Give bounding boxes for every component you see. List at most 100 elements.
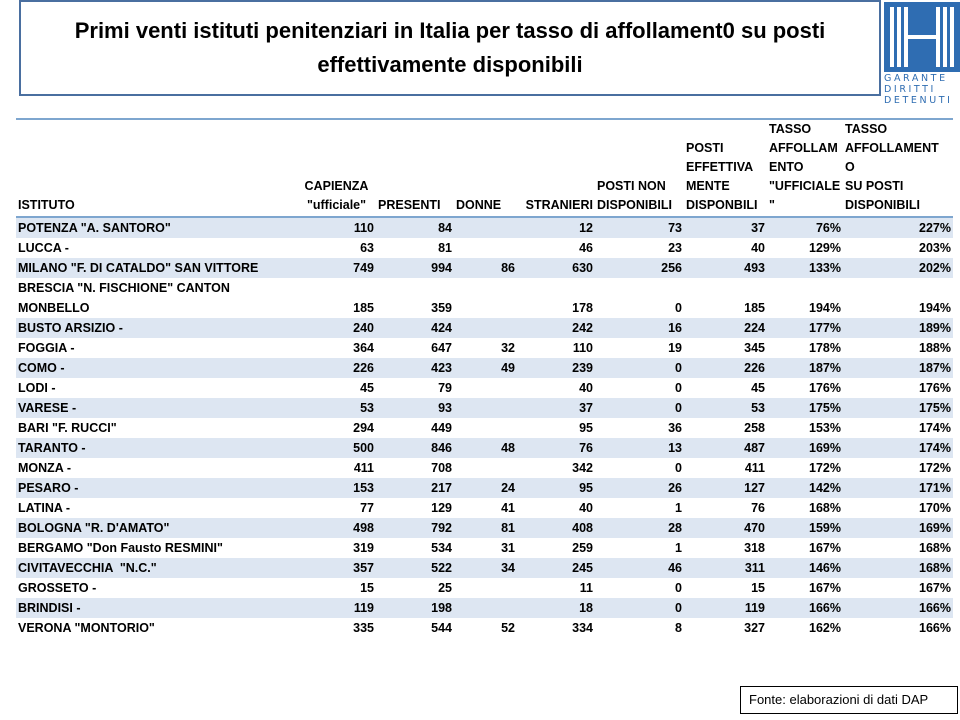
table-cell: 171% bbox=[843, 478, 953, 498]
table-cell: 146% bbox=[767, 558, 843, 578]
table-cell: 245 bbox=[517, 558, 595, 578]
table-cell: 240 bbox=[297, 318, 376, 338]
table-row: COMO -226 423 49 239 0 226 187% 187% bbox=[16, 358, 953, 378]
table-cell: 81 bbox=[454, 518, 517, 538]
table-cell: 159% bbox=[767, 518, 843, 538]
table-cell: 41 bbox=[501, 501, 515, 515]
table-cell: 37 bbox=[517, 398, 595, 418]
cell-istituto: TARANTO - bbox=[16, 438, 297, 458]
logo-line: DETENUTI bbox=[884, 95, 953, 106]
table-cell: 487 bbox=[684, 438, 767, 458]
table-cell: 172% bbox=[809, 461, 841, 475]
table-cell: 258 bbox=[744, 421, 765, 435]
table-row: BRESCIA "N. FISCHIONE" CANTON MONBELLO 18… bbox=[16, 278, 953, 318]
table-cell: 93 bbox=[376, 398, 454, 418]
table-cell: 46 bbox=[579, 241, 593, 255]
table-cell: 647 bbox=[431, 341, 452, 355]
header-posti-disponibili: POSTI EFFETTIVA MENTE DISPONBILI bbox=[684, 120, 767, 218]
table-cell: 129% bbox=[809, 241, 841, 255]
table-cell: 172% bbox=[919, 461, 951, 475]
table-cell: 46 bbox=[595, 558, 684, 578]
table-cell: 76 bbox=[517, 438, 595, 458]
table-cell: 189% bbox=[843, 318, 953, 338]
table-cell: 185 bbox=[353, 301, 374, 315]
table-cell: 153% bbox=[809, 421, 841, 435]
table-cell: 226 bbox=[297, 358, 376, 378]
table-row: VARESE -53 93 37 0 53 175% 175% bbox=[16, 398, 953, 418]
table-cell: 174% bbox=[919, 421, 951, 435]
table-cell: 76 bbox=[751, 501, 765, 515]
table-cell bbox=[454, 398, 517, 418]
table-cell: 48 bbox=[454, 438, 517, 458]
table-cell bbox=[454, 418, 517, 438]
cell-istituto: BERGAMO "Don Fausto RESMINI" bbox=[18, 541, 223, 555]
header-donne: DONNE bbox=[454, 120, 517, 218]
table-cell bbox=[454, 278, 517, 318]
table-cell: 708 bbox=[431, 461, 452, 475]
table-cell: 177% bbox=[767, 318, 843, 338]
table-cell: 169% bbox=[843, 518, 953, 538]
cell-istituto: BARI "F. RUCCI" bbox=[18, 421, 117, 435]
table-cell: 259 bbox=[572, 541, 593, 555]
table-row: BARI "F. RUCCI" 294 449 95 36 258 153% 174% bbox=[16, 418, 953, 438]
table-cell: 45 bbox=[751, 381, 765, 395]
table-cell bbox=[454, 378, 517, 398]
header-stranieri: STRANIERI bbox=[517, 120, 595, 218]
table-cell: 167% bbox=[919, 581, 951, 595]
table-cell: 37 bbox=[684, 217, 767, 238]
table-cell: 188% bbox=[919, 341, 951, 355]
table-cell: 167% bbox=[809, 541, 841, 555]
table-cell: 178 bbox=[572, 301, 593, 315]
table-cell: 498 bbox=[297, 518, 376, 538]
table-cell: 63 bbox=[360, 241, 374, 255]
table-cell: 534 bbox=[431, 541, 452, 555]
cell-istituto: VERONA "MONTORIO" bbox=[18, 621, 155, 635]
table-cell: 194% bbox=[919, 301, 951, 315]
table-cell: 493 bbox=[684, 258, 767, 278]
table-cell: 110 bbox=[572, 341, 593, 355]
table-cell: 127 bbox=[684, 478, 767, 498]
data-table: ISTITUTO CAPIENZA "ufficiale" PRESENTI D… bbox=[16, 120, 953, 638]
table-cell: 544 bbox=[431, 621, 452, 635]
table-cell: 749 bbox=[297, 258, 376, 278]
table-cell: 175% bbox=[843, 398, 953, 418]
table-cell: 522 bbox=[376, 558, 454, 578]
table-cell bbox=[454, 578, 517, 598]
table-row: TARANTO -500 846 48 76 13 487 169% 174% bbox=[16, 438, 953, 458]
cell-istituto: POTENZA "A. SANTORO" bbox=[16, 217, 297, 238]
table-cell: 327 bbox=[744, 621, 765, 635]
table-cell: 470 bbox=[684, 518, 767, 538]
table-cell: 178% bbox=[809, 341, 841, 355]
table-cell bbox=[454, 598, 517, 618]
table-cell: 11 bbox=[579, 581, 593, 595]
table-cell: 176% bbox=[809, 381, 841, 395]
table-cell: 76% bbox=[767, 217, 843, 238]
table-cell: 198 bbox=[376, 598, 454, 618]
table-cell: 15 bbox=[751, 581, 765, 595]
table-cell: 16 bbox=[595, 318, 684, 338]
table-cell: 176% bbox=[919, 381, 951, 395]
table-cell: 28 bbox=[595, 518, 684, 538]
cell-istituto: BUSTO ARSIZIO - bbox=[16, 318, 297, 338]
table-cell: 79 bbox=[438, 381, 452, 395]
table-cell: 168% bbox=[919, 541, 951, 555]
table-cell: 169% bbox=[767, 438, 843, 458]
table-cell: 187% bbox=[843, 358, 953, 378]
table-cell: 25 bbox=[438, 581, 452, 595]
table-cell: 500 bbox=[297, 438, 376, 458]
table-cell: 0 bbox=[595, 598, 684, 618]
cell-istituto: LATINA - bbox=[18, 501, 71, 515]
table-row: BUSTO ARSIZIO -240 424 242 16 224 177% 189% bbox=[16, 318, 953, 338]
table-cell: 119 bbox=[684, 598, 767, 618]
page-title: Primi venti istituti penitenziari in Ita… bbox=[74, 18, 826, 77]
table-cell bbox=[454, 318, 517, 338]
table-cell: 142% bbox=[767, 478, 843, 498]
table-row: LUCCA - 63 81 46 23 40 129% 203% bbox=[16, 238, 953, 258]
cell-istituto: BOLOGNA "R. D'AMATO" bbox=[16, 518, 297, 538]
table-cell: 168% bbox=[843, 558, 953, 578]
table-cell: 32 bbox=[501, 341, 515, 355]
table-cell: 129 bbox=[431, 501, 452, 515]
table-cell: 242 bbox=[517, 318, 595, 338]
cell-istituto: FOGGIA - bbox=[18, 341, 75, 355]
table-cell: 81 bbox=[438, 241, 452, 255]
